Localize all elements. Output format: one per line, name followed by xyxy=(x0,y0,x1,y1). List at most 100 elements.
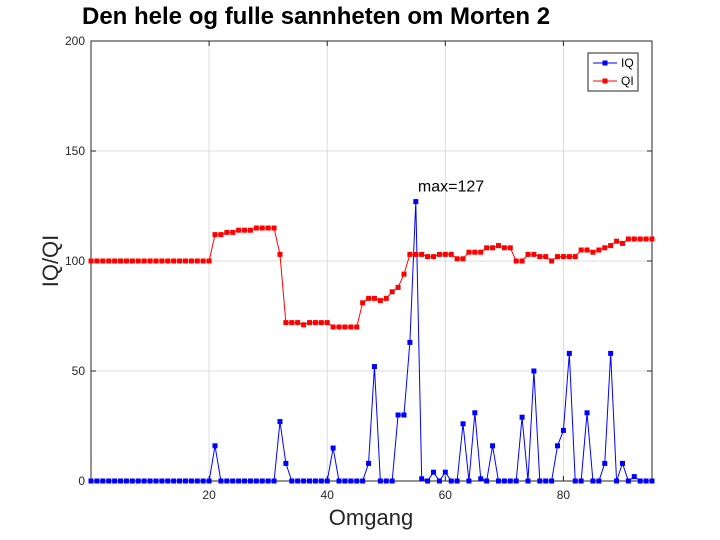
data-point-iq xyxy=(206,478,212,484)
data-point-qi xyxy=(490,245,496,251)
series-qi xyxy=(88,225,655,330)
data-point-iq xyxy=(631,474,637,480)
x-tick-label: 60 xyxy=(439,488,453,502)
data-point-iq xyxy=(537,478,543,484)
data-point-qi xyxy=(94,258,100,264)
data-point-iq xyxy=(224,478,230,484)
data-point-qi xyxy=(342,324,348,330)
data-point-qi xyxy=(425,254,431,260)
data-point-qi xyxy=(259,225,265,231)
data-point-qi xyxy=(123,258,129,264)
data-point-qi xyxy=(578,247,584,253)
data-point-iq xyxy=(590,478,596,484)
data-point-iq xyxy=(501,478,507,484)
data-point-qi xyxy=(206,258,212,264)
data-point-qi xyxy=(537,254,543,260)
data-point-iq xyxy=(312,478,318,484)
data-point-iq xyxy=(643,478,649,484)
data-point-qi xyxy=(366,295,372,301)
data-point-qi xyxy=(330,324,336,330)
data-point-qi xyxy=(141,258,147,264)
data-point-qi xyxy=(448,251,454,257)
series-layer xyxy=(88,199,655,484)
data-point-qi xyxy=(643,236,649,242)
data-point-iq xyxy=(271,478,277,484)
data-point-qi xyxy=(478,249,484,255)
data-point-qi xyxy=(306,320,312,326)
data-point-iq xyxy=(531,368,537,374)
data-point-qi xyxy=(283,320,289,326)
max-annotation: max=127 xyxy=(418,179,484,196)
data-point-qi xyxy=(324,320,330,326)
x-tick-label: 40 xyxy=(321,488,335,502)
data-point-qi xyxy=(401,271,407,277)
data-point-qi xyxy=(247,227,253,233)
data-point-iq xyxy=(448,478,454,484)
data-point-iq xyxy=(401,412,407,418)
data-point-iq xyxy=(236,478,242,484)
data-point-iq xyxy=(578,478,584,484)
data-point-qi xyxy=(171,258,177,264)
data-point-iq xyxy=(596,478,602,484)
legend-qi-marker xyxy=(602,78,608,84)
data-point-iq xyxy=(200,478,206,484)
data-point-qi xyxy=(501,245,507,251)
data-point-qi xyxy=(194,258,200,264)
data-point-iq xyxy=(377,478,383,484)
data-point-qi xyxy=(543,254,549,260)
legend-qi-label: QI xyxy=(621,74,634,88)
data-point-iq xyxy=(572,478,578,484)
data-point-iq xyxy=(253,478,259,484)
data-point-qi xyxy=(312,320,318,326)
data-point-iq xyxy=(360,478,366,484)
data-point-qi xyxy=(348,324,354,330)
data-point-iq xyxy=(318,478,324,484)
data-point-iq xyxy=(525,478,531,484)
data-point-qi xyxy=(277,251,283,257)
data-point-iq xyxy=(460,421,466,427)
y-tick-label: 100 xyxy=(65,254,85,268)
data-point-iq xyxy=(123,478,129,484)
data-point-qi xyxy=(596,247,602,253)
data-point-qi xyxy=(188,258,194,264)
data-point-qi xyxy=(466,249,472,255)
data-point-iq xyxy=(555,443,561,449)
data-point-qi xyxy=(419,251,425,257)
data-point-qi xyxy=(572,254,578,260)
data-point-iq xyxy=(649,478,655,484)
data-point-iq xyxy=(472,410,478,416)
data-point-iq xyxy=(171,478,177,484)
data-point-qi xyxy=(336,324,342,330)
data-point-qi xyxy=(608,243,614,249)
data-point-iq xyxy=(495,478,501,484)
data-point-iq xyxy=(289,478,295,484)
data-point-iq xyxy=(442,469,448,475)
data-point-qi xyxy=(182,258,188,264)
series-iq xyxy=(88,199,655,484)
data-point-iq xyxy=(431,469,437,475)
data-point-qi xyxy=(224,229,230,235)
y-axis-label: IQ/QI xyxy=(38,235,63,288)
data-point-iq xyxy=(147,478,153,484)
data-point-iq xyxy=(165,478,171,484)
data-point-qi xyxy=(395,284,401,290)
data-point-iq xyxy=(94,478,100,484)
data-point-iq xyxy=(194,478,200,484)
data-point-qi xyxy=(472,249,478,255)
data-point-qi xyxy=(153,258,159,264)
data-point-iq xyxy=(389,478,395,484)
data-point-qi xyxy=(442,251,448,257)
data-point-iq xyxy=(159,478,165,484)
data-point-qi xyxy=(389,289,395,295)
data-point-iq xyxy=(153,478,159,484)
data-point-iq xyxy=(519,414,525,420)
data-point-qi xyxy=(360,300,366,306)
data-point-iq xyxy=(413,199,419,205)
data-point-iq xyxy=(182,478,188,484)
data-point-iq xyxy=(348,478,354,484)
data-point-iq xyxy=(247,478,253,484)
data-point-qi xyxy=(177,258,183,264)
y-tick-label: 50 xyxy=(72,364,86,378)
data-point-qi xyxy=(631,236,637,242)
data-point-qi xyxy=(242,227,248,233)
